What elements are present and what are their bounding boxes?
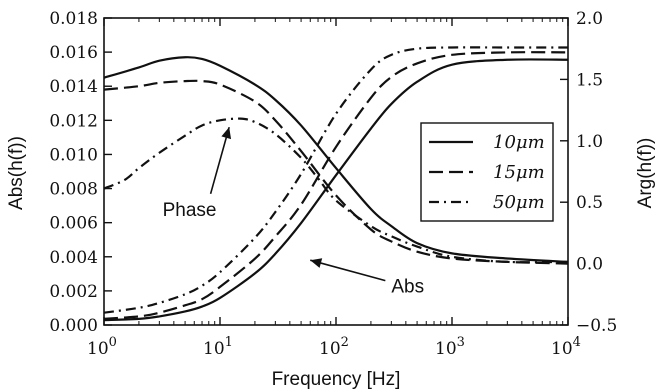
y-right-axis-title: Arg(h(f)) — [635, 138, 656, 209]
legend-label-1: 10μm — [493, 132, 545, 153]
arg-series-10-m — [103, 58, 569, 322]
x-tick-label: 102 — [319, 335, 349, 359]
y-left-tick-label: 0.018 — [49, 9, 98, 29]
y-left-axis-title: Abs(h(f)) — [6, 136, 27, 210]
arg-series-15-m — [103, 51, 569, 320]
x-tick-label: 101 — [203, 335, 233, 359]
annotation-layer: Phase Abs — [163, 126, 424, 298]
y-left-tick-label: 0.002 — [49, 282, 98, 302]
y-right-tick-label: 1.0 — [576, 132, 603, 152]
annotation-phase-label: Phase — [163, 200, 217, 221]
y-left-tick-label: 0.008 — [49, 180, 98, 200]
legend-label-3: 50μm — [493, 192, 545, 213]
y-right-tick-label: 0.5 — [576, 193, 603, 213]
y-right-tick-label: −0.5 — [576, 316, 617, 336]
y-left-tick-label: 0.004 — [49, 248, 98, 268]
annotation-abs-label: Abs — [391, 277, 424, 298]
x-tick-label: 103 — [435, 335, 465, 359]
abs-series-10-m — [103, 56, 569, 263]
y-right-tick-label: 0.0 — [576, 255, 603, 275]
series-layer — [103, 46, 569, 322]
arg-series-50-m — [103, 46, 568, 314]
axes-layer: 100 101 102 103 104 0.000 0.002 0.004 0.006 0.008… — [49, 9, 617, 359]
annotation-arrow-head — [221, 127, 232, 140]
abs-series-50-m — [103, 117, 569, 264]
annotation-arrow-line — [310, 259, 386, 282]
y-right-tick-label: 2.0 — [576, 9, 603, 29]
x-axis-title: Frequency [Hz] — [272, 369, 401, 390]
y-right-tick-label: 1.5 — [576, 70, 603, 90]
x-tick-label: 104 — [551, 335, 581, 359]
y-left-tick-label: 0.006 — [49, 214, 98, 234]
y-left-tick-label: 0.014 — [49, 77, 98, 97]
legend-label-2: 15μm — [493, 162, 545, 183]
y-left-tick-label: 0.010 — [49, 145, 98, 165]
legend: 10μm 15μm 50μm — [420, 122, 554, 222]
y-left-tick-label: 0.016 — [49, 43, 98, 63]
annotation-arrow-line — [209, 126, 230, 195]
annotation-arrow-head — [310, 258, 323, 268]
abs-series-15-m — [103, 79, 569, 265]
y-left-tick-label: 0.012 — [49, 111, 98, 131]
y-left-tick-label: 0.000 — [49, 316, 98, 336]
x-tick-label: 100 — [87, 335, 117, 359]
